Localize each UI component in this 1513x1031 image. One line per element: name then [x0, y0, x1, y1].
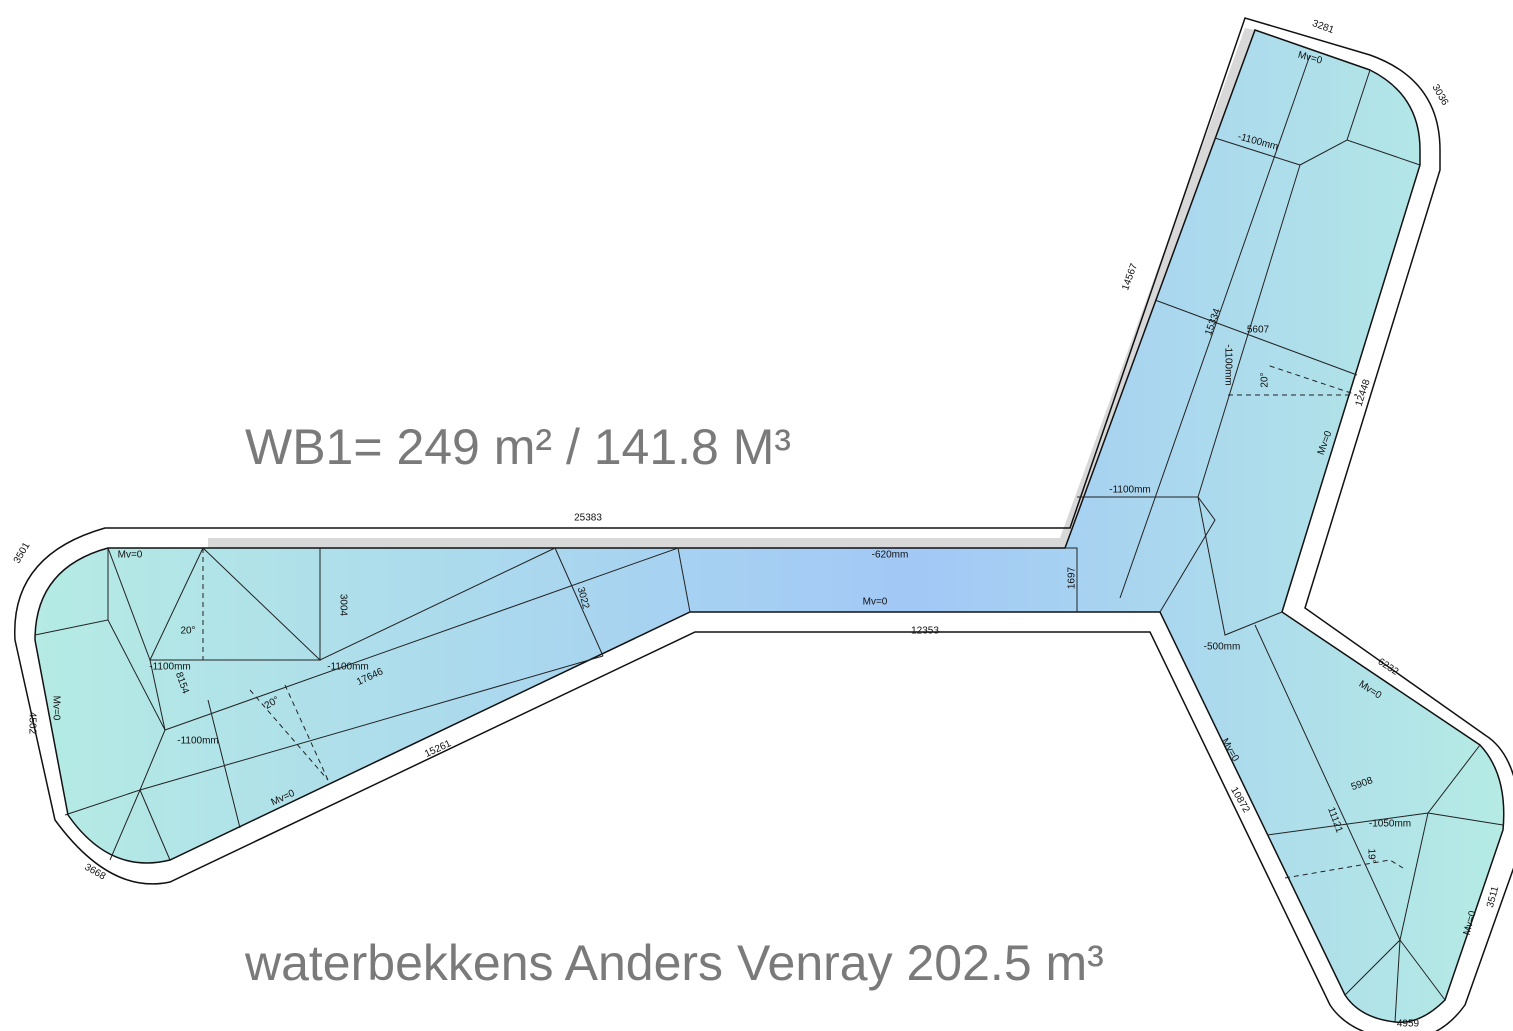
drawing: WB1= 249 m² / 141.8 M³ waterbekkens Ande… [0, 0, 1513, 1031]
dimension-label: 6232 [1376, 656, 1401, 678]
dimension-label: 1697 [1067, 566, 1078, 589]
level-label: -1050mm [1369, 819, 1411, 830]
level-label: -1100mm [1109, 485, 1151, 496]
dimension-label: 4502 [26, 712, 37, 735]
dimension-label: 3511 [1485, 885, 1501, 909]
angle-label: 20° [1260, 372, 1271, 387]
basin [35, 30, 1504, 1022]
level-label: -500mm [1204, 642, 1241, 653]
dimension-label: 3281 [1311, 18, 1336, 36]
dimension-label: 12448 [1354, 378, 1373, 408]
dimension-label: 12353 [911, 626, 939, 637]
title: WB1= 249 m² / 141.8 M³ [245, 419, 791, 475]
dimension-label: 3036 [1430, 83, 1451, 108]
dimension-label: 4959 [1397, 1019, 1420, 1030]
dimension-label: 3501 [12, 540, 33, 565]
level-label: -1100mm [327, 662, 369, 673]
dimension-label: 5607 [1247, 325, 1270, 336]
level-label: Mv=0 [50, 696, 61, 721]
level-label: -1100mm [149, 662, 191, 673]
dimension-label: 14567 [1120, 262, 1140, 292]
dimension-label: 3668 [83, 862, 108, 883]
level-label: -1100mm [177, 736, 219, 747]
angle-label: 19° [1365, 848, 1376, 863]
dimension-label: 15261 [423, 738, 453, 760]
level-label: -1100mm [1222, 344, 1233, 386]
dimension-label: 3004 [337, 594, 348, 617]
level-label: -620mm [872, 550, 909, 561]
caption: waterbekkens Anders Venray 202.5 m³ [244, 935, 1104, 991]
level-label: Mv=0 [118, 550, 143, 561]
level-label: Mv=0 [863, 597, 888, 608]
dimension-label: 25383 [574, 513, 602, 524]
angle-label: 20° [180, 626, 195, 637]
